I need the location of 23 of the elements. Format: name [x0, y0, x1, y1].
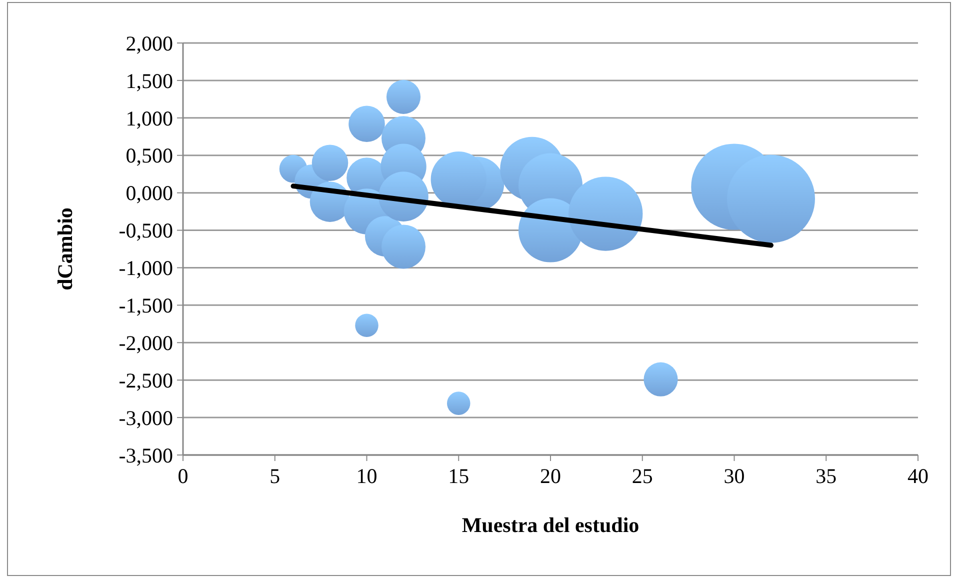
- y-tick-label: -2,500: [118, 368, 173, 392]
- y-axis-title: dCambio: [53, 208, 77, 290]
- y-tick-label: -0,500: [118, 218, 173, 243]
- x-tick-label: 5: [270, 464, 280, 488]
- y-tick-label: 2,000: [126, 31, 173, 56]
- y-tick-label: 0,000: [126, 181, 173, 206]
- y-tick-label: 1,500: [126, 68, 173, 93]
- x-tick-label: 0: [178, 464, 188, 488]
- y-tick-label: -2,000: [118, 330, 173, 355]
- y-tick-label: -1,500: [118, 294, 173, 318]
- y-tick-label: -1,000: [118, 256, 173, 280]
- y-tick-label: 0,500: [126, 144, 173, 168]
- x-tick-label: 20: [540, 464, 561, 488]
- y-tick-label: -3,500: [118, 443, 173, 468]
- x-tick-label: 35: [816, 464, 837, 488]
- x-tick-label: 30: [724, 464, 745, 488]
- x-tick-label: 25: [632, 464, 653, 488]
- y-tick-label: 1,000: [126, 106, 173, 130]
- x-tick-label: 40: [908, 464, 928, 488]
- x-tick-label: 15: [448, 464, 470, 488]
- y-tick-label: -3,000: [118, 406, 173, 430]
- x-axis-title: Muestra del estudio: [462, 513, 640, 537]
- x-tick-label: 10: [356, 464, 378, 488]
